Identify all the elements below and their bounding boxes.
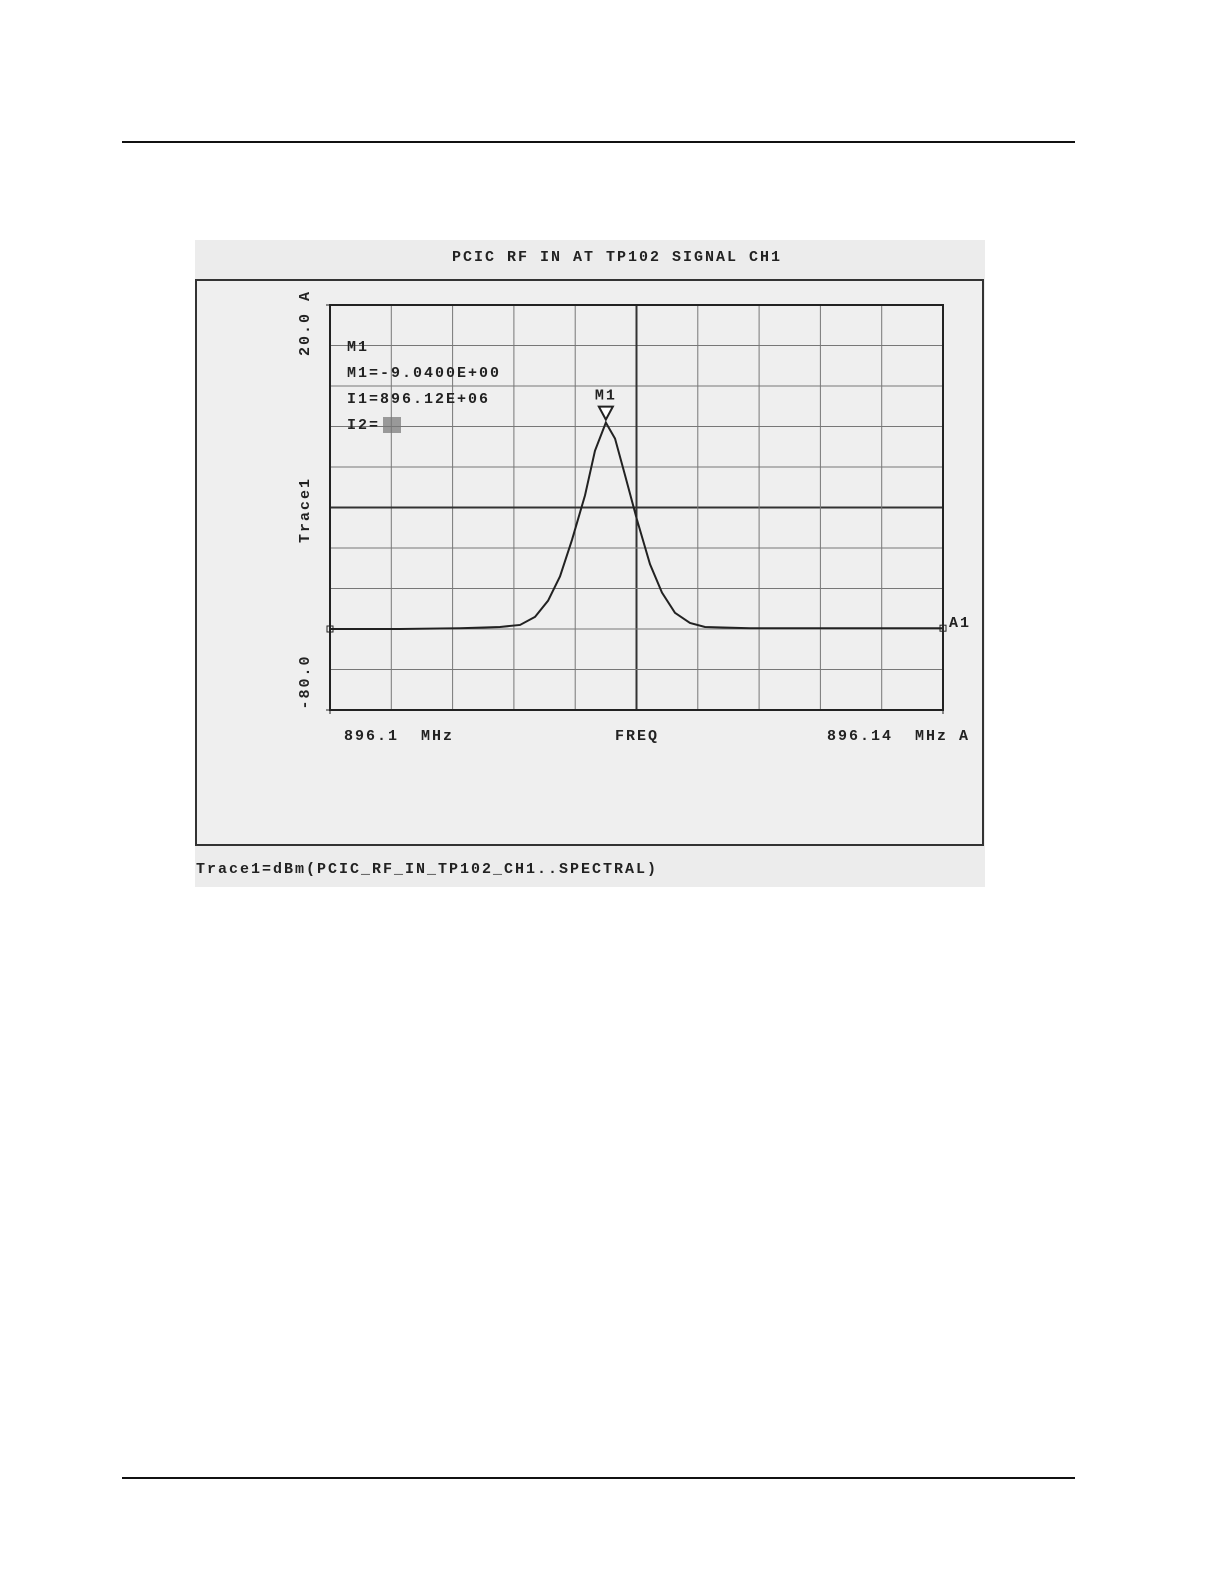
y-tick-label: 20.0 A [297,290,314,356]
marker [597,405,615,422]
x-tick-label: 896.14 MHz A [827,728,970,745]
x-tick-label: 896.1 MHz [344,728,454,745]
trace-end [326,625,334,633]
x-label: FREQ [615,728,659,745]
i2-box [383,417,401,433]
trace-name: A1 [949,615,971,632]
y-label: Trace1 [297,477,314,543]
marker-readout: M1 [347,339,369,356]
plot-border [329,304,944,711]
chart-title: PCIC RF IN AT TP102 SIGNAL CH1 [452,249,782,266]
marker-readout: M1=-9.0400E+00 [347,365,501,382]
y-tick-label: -80.0 [297,654,314,709]
footer: Trace1=dBm(PCIC_RF_IN_TP102_CH1..SPECTRA… [196,861,658,878]
marker-readout: I1=896.12E+06 [347,391,490,408]
trace [330,420,943,630]
trace-end [939,624,947,632]
marker-label: M1 [595,388,617,405]
plot-frame [195,279,984,846]
marker-readout: I2= [347,417,380,434]
